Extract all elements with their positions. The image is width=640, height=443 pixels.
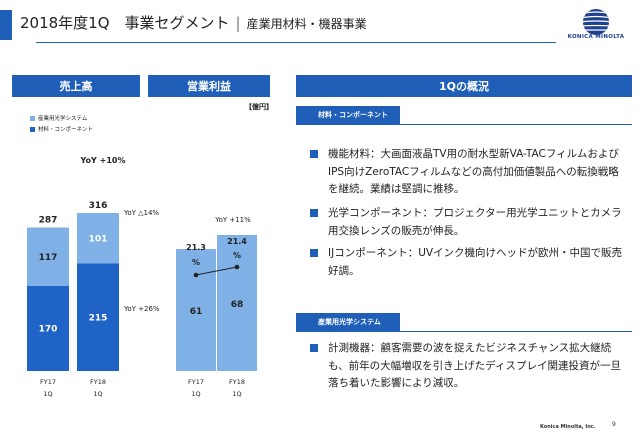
label-sales-fy17-optical: 117 (39, 253, 58, 263)
margin-unit-fy17: % (192, 258, 200, 267)
yoy-sales-optical: YoY △14% (123, 209, 159, 217)
section-line-materials (296, 124, 632, 125)
legend-item-materials: 材料・コンポーネント (30, 125, 93, 133)
title-main: 2018年度1Q 事業セグメント (20, 14, 230, 32)
bar-op-fy17 (176, 249, 216, 371)
cat-op-fy17-b: 1Q (191, 390, 200, 398)
section-line-optical (296, 331, 632, 332)
legend-label-materials: 材料・コンポーネント (38, 127, 94, 133)
label-op-fy17: 61 (190, 307, 203, 317)
bullet-text: IJコンポーネント：UVインク機向けヘッドが欧州・中国で販売好調。 (328, 247, 623, 277)
bar-sales-fy18-materials (77, 263, 119, 371)
title-accent-bar (0, 10, 12, 40)
section-tab-materials: 材料・コンポーネント (296, 106, 400, 124)
bullet-square-icon (310, 249, 318, 257)
label-sales-fy17-total: 287 (39, 216, 58, 226)
title-separator: | (235, 14, 241, 32)
margin-line (195, 266, 238, 276)
logo-text: KONICA MINOLTA (567, 34, 625, 40)
bullet-text: 光学コンポーネント：プロジェクター用光学ユニットとカメラ用交換レンズの販売が伸長… (328, 207, 622, 237)
sales-header: 売上高 (12, 75, 140, 97)
label-sales-fy17-materials: 170 (39, 325, 58, 335)
cat-sales-fy18-b: 1Q (93, 390, 102, 398)
bar-sales-fy17-optical (27, 227, 69, 286)
bar-op-fy18 (217, 235, 257, 371)
header-rule (36, 42, 556, 43)
page-title: 2018年度1Q 事業セグメント | 産業用材料・機器事業 (20, 12, 367, 33)
legend-item-optical: 産業用光学システム (30, 114, 87, 122)
yoy-sales-total: YoY +10% (80, 156, 126, 165)
bullet-optical-components: 光学コンポーネント：プロジェクター用光学ユニットとカメラ用交換レンズの販売が伸長… (310, 205, 624, 240)
yoy-op: YoY +11% (214, 216, 251, 224)
label-op-fy18: 68 (231, 300, 244, 310)
footer-company: Konica Minolta, Inc. (540, 424, 596, 430)
cat-op-fy17-a: FY17 (188, 378, 204, 386)
bullet-measuring-instruments: 計測機器：顧客需要の波を捉えたビジネスチャンス拡大継続も、前年の大幅増収を引き上… (310, 340, 624, 393)
legend-label-optical: 産業用光学システム (38, 116, 88, 122)
margin-label-fy17: 21.3 (186, 243, 206, 252)
bullet-square-icon (310, 150, 318, 158)
bullet-ij-components: IJコンポーネント：UVインク機向けヘッドが欧州・中国で販売好調。 (310, 245, 624, 280)
margin-label-fy18: 21.4 (227, 237, 247, 246)
label-sales-fy18-materials: 215 (89, 313, 108, 323)
margin-point-fy17 (193, 272, 199, 278)
unit-label: 【億円】 (245, 103, 273, 111)
cat-op-fy18-b: 1Q (232, 390, 241, 398)
title-sub: 産業用材料・機器事業 (246, 17, 367, 31)
bullet-functional-materials: 機能材料：大画面液晶TV用の耐水型新VA-TACフィルムおよびIPS向けZero… (310, 146, 624, 199)
yoy-sales-materials: YoY +26% (123, 305, 160, 313)
bullet-text: 計測機器：顧客需要の波を捉えたビジネスチャンス拡大継続も、前年の大幅増収を引き上… (328, 342, 621, 389)
operating-profit-header: 営業利益 (148, 75, 270, 97)
cat-sales-fy18-a: FY18 (90, 378, 106, 386)
cat-sales-fy17-b: 1Q (43, 390, 52, 398)
legend-swatch-materials (30, 126, 35, 132)
cat-sales-fy17-a: FY17 (40, 378, 56, 386)
bullet-square-icon (310, 209, 318, 217)
bullet-text: 機能材料：大画面液晶TV用の耐水型新VA-TACフィルムおよびIPS向けZero… (328, 148, 619, 195)
cat-op-fy18-a: FY18 (229, 378, 245, 386)
margin-point-fy18 (234, 264, 240, 270)
margin-unit-fy18: % (233, 251, 241, 260)
overview-header: 1Qの概況 (296, 75, 632, 97)
charts-svg: 170 117 215 101 287 316 YoY +10% YoY △14… (27, 156, 257, 398)
bullet-square-icon (310, 344, 318, 352)
label-sales-fy18-optical: 101 (89, 234, 108, 244)
page-number: 9 (612, 421, 616, 428)
bar-sales-fy17-materials (27, 286, 69, 371)
bar-sales-fy18-optical (77, 213, 119, 264)
konica-minolta-logo-icon (583, 9, 609, 35)
section-tab-optical: 産業用光学システム (296, 313, 400, 331)
label-sales-fy18-total: 316 (89, 201, 108, 211)
legend-swatch-optical (30, 115, 35, 121)
